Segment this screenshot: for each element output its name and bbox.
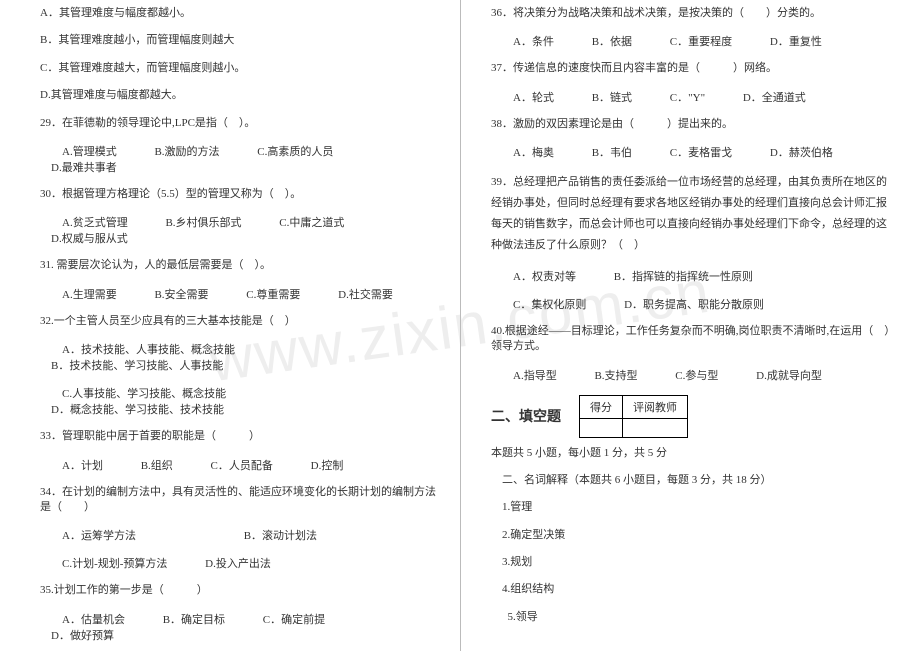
q29-opt-b: B.激励的方法 <box>143 143 219 159</box>
q36-opt-d: D．重复性 <box>759 33 822 49</box>
q33-opt-c: C．人员配备 <box>200 457 273 473</box>
q33-opt-b: B.组织 <box>130 457 173 473</box>
q28-opt-a: A．其管理难度与幅度都越小。 <box>40 6 440 21</box>
q34-stem: 34．在计划的编制方法中，具有灵活性的、能适应环境变化的长期计划的编制方法是（ … <box>40 485 440 516</box>
q29-options: A.管理模式 B.激励的方法 C.高素质的人员 D.最难共事者 <box>40 143 440 175</box>
q38-options: A．梅奥 B．韦伯 C．麦格雷戈 D．赫茨伯格 <box>491 144 890 160</box>
q36-opt-a: A．条件 <box>502 33 554 49</box>
q40-stem: 40.根据途经——目标理论，工作任务复杂而不明确,岗位职责不清晰时,在运用（ ）… <box>491 324 890 355</box>
q34-options-row1: A．运筹学方法 B．滚动计划法 <box>40 527 440 543</box>
q34-opt-c: C.计划-规划-预算方法 <box>51 555 167 571</box>
q31-opt-c: C.尊重需要 <box>235 286 300 302</box>
q31-opt-a: A.生理需要 <box>51 286 117 302</box>
q37-opt-b: B．链式 <box>581 89 632 105</box>
q32-opt-d: D．概念技能、学习技能、技术技能 <box>40 401 224 417</box>
term-3: 3.规划 <box>491 555 890 570</box>
q40-opt-a: A.指导型 <box>502 367 557 383</box>
q30-options: A.贫乏式管理 B.乡村俱乐部式 C.中庸之道式 D.权威与服从式 <box>40 214 440 246</box>
q32-stem: 32.一个主管人员至少应具有的三大基本技能是（ ） <box>40 314 440 329</box>
right-column: 36．将决策分为战略决策和战术决策，是按决策的（ ）分类的。 A．条件 B．依据… <box>460 0 920 651</box>
score-blank1 <box>580 418 623 437</box>
q36-options: A．条件 B．依据 C．重要程度 D．重复性 <box>491 33 890 49</box>
q33-opt-d: D.控制 <box>300 457 344 473</box>
q32-options-row2: C.人事技能、学习技能、概念技能 D．概念技能、学习技能、技术技能 <box>40 385 440 417</box>
q33-options: A．计划 B.组织 C．人员配备 D.控制 <box>40 457 440 473</box>
q31-opt-b: B.安全需要 <box>143 286 208 302</box>
q30-opt-c: C.中庸之道式 <box>268 214 344 230</box>
q34-options-row2: C.计划-规划-预算方法 D.投入产出法 <box>40 555 440 571</box>
terms-title: 二、名词解释（本题共 6 小题目，每题 3 分，共 18 分） <box>491 473 890 488</box>
q34-opt-b: B．滚动计划法 <box>233 527 317 543</box>
q30-opt-a: A.贫乏式管理 <box>51 214 128 230</box>
q39-opt-c: C．集权化原则 <box>502 296 586 312</box>
q30-opt-b: B.乡村俱乐部式 <box>154 214 241 230</box>
q29-stem: 29．在菲德勒的领导理论中,LPC是指（ ）。 <box>40 116 440 131</box>
q39-opt-a: A．权责对等 <box>502 268 576 284</box>
q37-opt-d: D．全通道式 <box>732 89 806 105</box>
q33-opt-a: A．计划 <box>51 457 103 473</box>
term-1: 1.管理 <box>491 500 890 515</box>
q31-stem: 31. 需要层次论认为，人的最低层需要是（ ）。 <box>40 258 440 273</box>
q35-opt-d: D．做好预算 <box>40 627 114 643</box>
q32-opt-b: B．技术技能、学习技能、人事技能 <box>40 357 223 373</box>
q40-opt-d: D.成就导向型 <box>745 367 822 383</box>
q30-opt-d: D.权威与服从式 <box>40 230 128 246</box>
term-5: 5.领导 <box>491 610 890 625</box>
exam-page: A．其管理难度与幅度都越小。 B．其管理难度越小，而管理幅度则越大 C．其管理难… <box>0 0 920 651</box>
q32-opt-a: A．技术技能、人事技能、概念技能 <box>51 341 235 357</box>
q38-opt-a: A．梅奥 <box>502 144 554 160</box>
q28-opt-c: C．其管理难度越大，而管理幅度则越小。 <box>40 61 440 76</box>
q29-opt-c: C.高素质的人员 <box>246 143 333 159</box>
q35-opt-b: B．确定目标 <box>152 611 225 627</box>
q34-opt-d: D.投入产出法 <box>194 555 271 571</box>
q39-options-row1: A．权责对等 B．指挥链的指挥统一性原则 <box>491 268 890 284</box>
q31-options: A.生理需要 B.安全需要 C.尊重需要 D.社交需要 <box>40 286 440 302</box>
q39-stem: 39．总经理把产品销售的责任委派给一位市场经营的总经理，由其负责所在地区的经销办… <box>491 172 890 256</box>
q28-opt-d: D.其管理难度与幅度都越大。 <box>40 88 440 103</box>
q35-opt-c: C．确定前提 <box>252 611 325 627</box>
q40-opt-b: B.支持型 <box>583 367 637 383</box>
q29-opt-d: D.最难共事者 <box>40 159 117 175</box>
q35-options: A．估量机会 B．确定目标 C．确定前提 D．做好预算 <box>40 611 440 643</box>
q39-options-row2: C．集权化原则 D．职务提高、职能分散原则 <box>491 296 890 312</box>
q36-stem: 36．将决策分为战略决策和战术决策，是按决策的（ ）分类的。 <box>491 6 890 21</box>
score-table: 得分 评阅教师 <box>579 395 688 438</box>
q37-opt-a: A．轮式 <box>502 89 554 105</box>
score-h1: 得分 <box>580 395 623 418</box>
section2-title: 二、填空题 <box>491 406 561 426</box>
q37-options: A．轮式 B．链式 C．"Y" D．全通道式 <box>491 89 890 105</box>
q38-stem: 38．激励的双因素理论是由（ ）提出来的。 <box>491 117 890 132</box>
q32-opt-c: C.人事技能、学习技能、概念技能 <box>51 385 226 401</box>
q35-opt-a: A．估量机会 <box>51 611 125 627</box>
q40-opt-c: C.参与型 <box>664 367 718 383</box>
q37-opt-c: C．"Y" <box>659 89 705 105</box>
q30-stem: 30．根据管理方格理论（5.5）型的管理又称为（ ）。 <box>40 187 440 202</box>
q37-stem: 37．传递信息的速度快而且内容丰富的是（ ）网络。 <box>491 61 890 76</box>
section2-desc: 本题共 5 小题，每小题 1 分，共 5 分 <box>491 446 890 461</box>
q38-opt-c: C．麦格雷戈 <box>659 144 732 160</box>
left-column: A．其管理难度与幅度都越小。 B．其管理难度越小，而管理幅度则越大 C．其管理难… <box>0 0 460 651</box>
q28-opt-b: B．其管理难度越小，而管理幅度则越大 <box>40 33 440 48</box>
term-4: 4.组织结构 <box>491 582 890 597</box>
q31-opt-d: D.社交需要 <box>327 286 393 302</box>
section2-header: 二、填空题 得分 评阅教师 <box>491 395 890 438</box>
q39-opt-d: D．职务提高、职能分散原则 <box>613 296 764 312</box>
score-blank2 <box>623 418 688 437</box>
q33-stem: 33．管理职能中居于首要的职能是（ ） <box>40 429 440 444</box>
q29-opt-a: A.管理模式 <box>51 143 117 159</box>
score-h2: 评阅教师 <box>623 395 688 418</box>
term-2: 2.确定型决策 <box>491 528 890 543</box>
q34-opt-a: A．运筹学方法 <box>51 527 136 543</box>
q38-opt-d: D．赫茨伯格 <box>759 144 833 160</box>
q32-options-row1: A．技术技能、人事技能、概念技能 B．技术技能、学习技能、人事技能 <box>40 341 440 373</box>
q36-opt-b: B．依据 <box>581 33 632 49</box>
q38-opt-b: B．韦伯 <box>581 144 632 160</box>
q36-opt-c: C．重要程度 <box>659 33 732 49</box>
q35-stem: 35.计划工作的第一步是（ ） <box>40 583 440 598</box>
q40-options: A.指导型 B.支持型 C.参与型 D.成就导向型 <box>491 367 890 383</box>
q39-opt-b: B．指挥链的指挥统一性原则 <box>603 268 753 284</box>
